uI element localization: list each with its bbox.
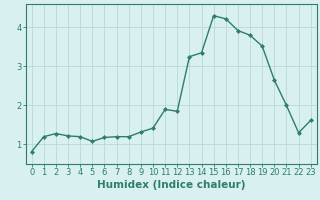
X-axis label: Humidex (Indice chaleur): Humidex (Indice chaleur) bbox=[97, 180, 245, 190]
